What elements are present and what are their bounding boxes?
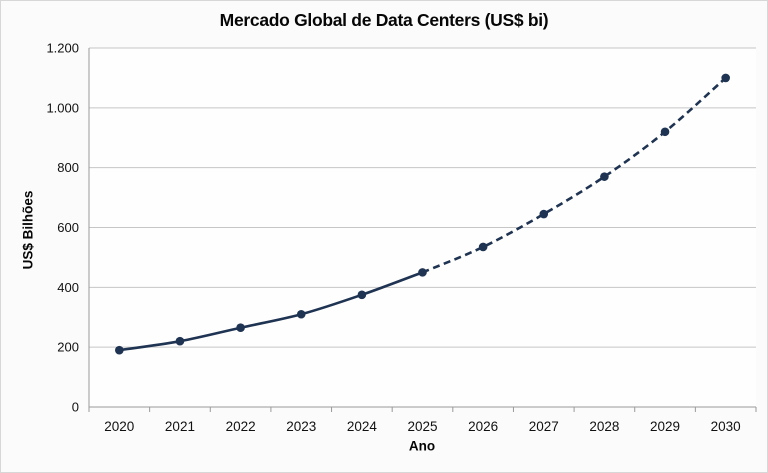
y-tick-label-0: 0 — [72, 400, 79, 415]
x-tick-label-2021: 2021 — [165, 419, 195, 434]
x-tick-label-2025: 2025 — [407, 419, 437, 434]
y-tick-label-600: 600 — [57, 220, 79, 235]
x-tick-label-2029: 2029 — [650, 419, 680, 434]
x-tick-label-2026: 2026 — [468, 419, 498, 434]
data-point-2030 — [721, 73, 730, 83]
chart-title: Mercado Global de Data Centers (US$ bi) — [219, 10, 549, 30]
data-point-2022 — [236, 323, 245, 333]
y-tick-label-1.200: 1.200 — [46, 41, 79, 56]
x-tick-label-2030: 2030 — [711, 419, 741, 434]
data-point-2024 — [357, 290, 367, 300]
data-point-2026 — [478, 242, 488, 252]
data-point-2029 — [660, 127, 670, 137]
x-tick-label-2020: 2020 — [104, 419, 134, 434]
x-tick-label-2024: 2024 — [347, 419, 378, 434]
data-point-2023 — [296, 309, 306, 319]
series-line-dashed — [421, 76, 727, 274]
y-tick-label-400: 400 — [57, 280, 79, 295]
data-point-2025 — [418, 268, 427, 277]
x-tick-label-2028: 2028 — [589, 419, 619, 434]
y-tick-label-200: 200 — [57, 340, 79, 355]
x-tick-label-2023: 2023 — [286, 419, 316, 434]
x-tick-label-2027: 2027 — [529, 419, 559, 434]
data-point-2021 — [175, 336, 185, 346]
x-tick-label-2022: 2022 — [226, 419, 256, 434]
x-axis-title: Ano — [408, 438, 436, 454]
data-point-2028 — [600, 172, 609, 181]
y-tick-label-800: 800 — [57, 160, 79, 175]
data-point-2027 — [539, 209, 549, 219]
data-point-2020 — [115, 345, 124, 355]
y-tick-label-1.000: 1.000 — [46, 100, 79, 115]
